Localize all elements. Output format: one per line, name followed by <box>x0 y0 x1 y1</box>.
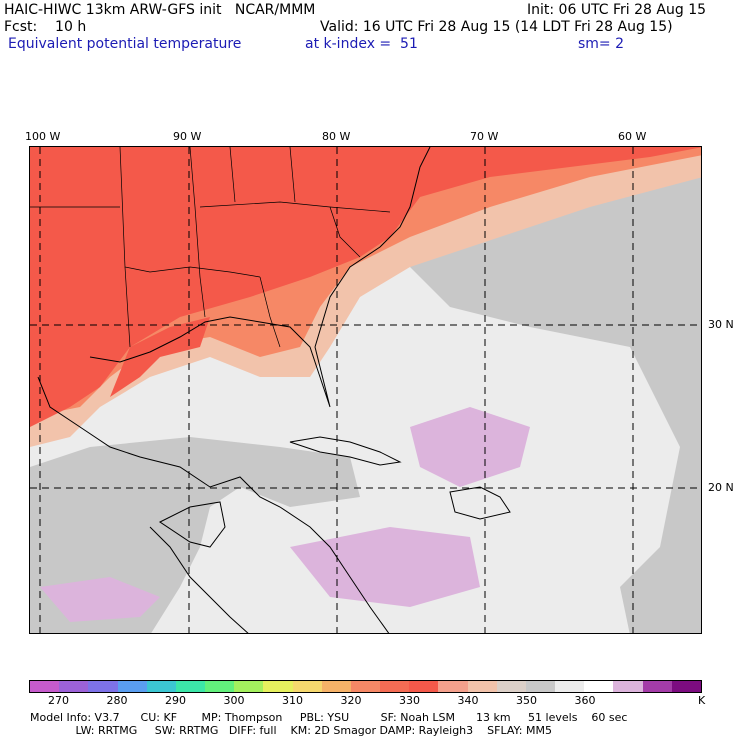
colorbar-tick-label: 280 <box>106 694 128 707</box>
smoothing: sm= 2 <box>578 36 625 52</box>
graticule <box>30 147 701 633</box>
colorbar-swatch <box>525 681 556 692</box>
colorbar-swatch <box>555 681 585 692</box>
border-2 <box>189 147 206 318</box>
lat-label-30n: 30 N <box>708 318 734 331</box>
theta-e-map <box>29 146 702 634</box>
lon-label-60w: 60 W <box>618 130 647 143</box>
colorbar-swatch <box>59 681 89 692</box>
colorbar-swatch <box>292 681 322 692</box>
coast-us-gulf <box>89 316 331 408</box>
colorbar-tick-label: 360 <box>574 694 596 707</box>
colorbar-tick-label: 320 <box>340 694 362 707</box>
colorbar-swatch <box>205 681 235 692</box>
border-3 <box>259 276 281 348</box>
colorbar-swatch <box>671 681 701 692</box>
colorbar <box>29 680 702 693</box>
lat-label-20n: 20 N <box>708 481 734 494</box>
border-4 <box>199 201 391 213</box>
lon-label-90w: 90 W <box>173 130 202 143</box>
lon-label-100w: 100 W <box>25 130 61 143</box>
level-index: at k-index = 51 <box>305 36 418 52</box>
colorbar-swatch <box>642 681 672 692</box>
colorbar-swatch <box>467 681 497 692</box>
coast-gulf-atlantic <box>37 376 390 633</box>
colorbar-swatch <box>321 681 351 692</box>
map-canvas <box>30 147 701 633</box>
footer-line-1: Model Info: V3.7 CU: KF MP: Thompson PBL… <box>30 711 628 724</box>
field-hot-north <box>30 147 701 427</box>
border-6 <box>289 147 296 203</box>
colorbar-swatch <box>409 681 439 692</box>
field-hot-gulf <box>110 317 210 397</box>
border-7 <box>329 206 361 258</box>
field-gray-east <box>390 157 701 633</box>
colorbar-swatch <box>88 681 118 692</box>
colorbar-swatch <box>380 681 410 692</box>
colorbar-swatch <box>146 681 176 692</box>
title-line-1: HAIC-HIWC 13km ARW-GFS init NCAR/MMM <box>4 2 316 18</box>
colorbar-swatch <box>234 681 264 692</box>
coast-hispaniola <box>449 486 511 520</box>
init-time: Init: 06 UTC Fri 28 Aug 15 <box>527 2 707 18</box>
colorbar-swatch <box>263 681 293 692</box>
colorbar-swatch <box>438 681 468 692</box>
forecast-hour: Fcst: 10 h <box>4 19 87 35</box>
border-9 <box>124 266 131 348</box>
footer-line-2: LW: RRTMG SW: RRTMG DIFF: full KM: 2D Sm… <box>30 724 552 737</box>
colorbar-swatch <box>350 681 381 692</box>
lon-label-70w: 70 W <box>470 130 499 143</box>
colorbar-swatch <box>584 681 614 692</box>
coast-cuba <box>289 436 402 466</box>
border-1 <box>119 147 261 278</box>
state-borders <box>30 147 391 348</box>
field-lavender-pacific <box>40 577 160 622</box>
colorbar-swatch <box>30 681 60 692</box>
colorbar-tick-label: 310 <box>282 694 303 707</box>
colorbar-swatch <box>117 681 147 692</box>
field-name: Equivalent potential temperature <box>8 36 242 52</box>
colorbar-tick-label: 340 <box>457 694 479 707</box>
valid-time: Valid: 16 UTC Fri 28 Aug 15 (14 LDT Fri … <box>320 19 673 35</box>
coast-central-america <box>149 526 249 633</box>
colorbar-swatch <box>496 681 526 692</box>
colorbar-tick-label: 330 <box>399 694 420 707</box>
field-lavender-bahamas <box>410 407 530 487</box>
coast-yucatan <box>159 501 226 548</box>
colorbar-tick-label: 290 <box>165 694 186 707</box>
colorbar-tick-label: 350 <box>516 694 537 707</box>
coast-us-east <box>314 147 431 348</box>
colorbar-unit: K <box>698 694 706 707</box>
colorbar-swatch <box>175 681 206 692</box>
border-5 <box>229 147 236 203</box>
colorbar-tick-label: 270 <box>48 694 69 707</box>
lon-label-80w: 80 W <box>322 130 351 143</box>
coastlines <box>37 147 511 633</box>
colorbar-swatch <box>613 681 643 692</box>
colorbar-tick-label: 300 <box>223 694 245 707</box>
